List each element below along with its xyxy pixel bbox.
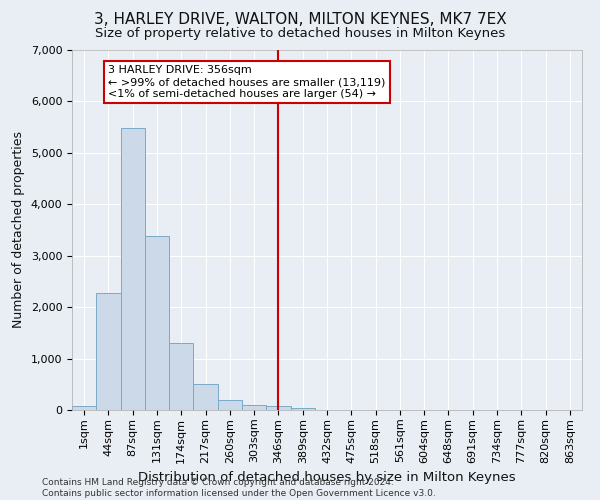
- Bar: [145, 236, 169, 410]
- Bar: [193, 384, 218, 410]
- Text: 3 HARLEY DRIVE: 356sqm
← >99% of detached houses are smaller (13,119)
<1% of sem: 3 HARLEY DRIVE: 356sqm ← >99% of detache…: [109, 66, 386, 98]
- X-axis label: Distribution of detached houses by size in Milton Keynes: Distribution of detached houses by size …: [138, 471, 516, 484]
- Y-axis label: Number of detached properties: Number of detached properties: [12, 132, 25, 328]
- Bar: [121, 128, 145, 410]
- Bar: [290, 408, 315, 410]
- Text: 3, HARLEY DRIVE, WALTON, MILTON KEYNES, MK7 7EX: 3, HARLEY DRIVE, WALTON, MILTON KEYNES, …: [94, 12, 506, 28]
- Text: Size of property relative to detached houses in Milton Keynes: Size of property relative to detached ho…: [95, 28, 505, 40]
- Bar: [218, 400, 242, 410]
- Text: Contains HM Land Registry data © Crown copyright and database right 2024.
Contai: Contains HM Land Registry data © Crown c…: [42, 478, 436, 498]
- Bar: [169, 342, 193, 410]
- Bar: [242, 405, 266, 410]
- Bar: [72, 406, 96, 410]
- Bar: [266, 406, 290, 410]
- Bar: [96, 292, 121, 410]
